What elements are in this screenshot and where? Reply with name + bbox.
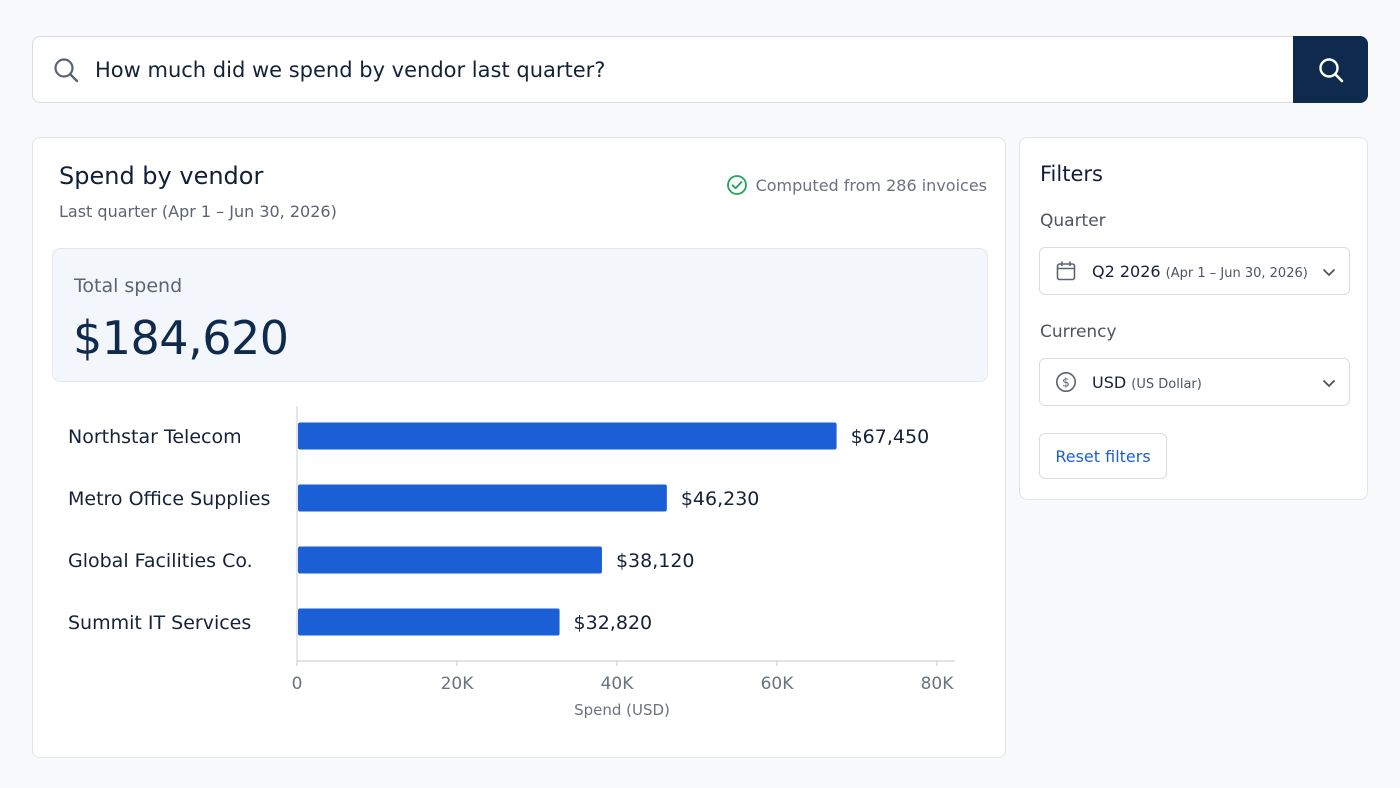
x-tick-label: 0 — [292, 674, 303, 694]
spend-chart: 0 20K 40K 60K 80K Spend (USD) Northstar Teleco… — [33, 396, 1005, 736]
filters-panel: Filters Quarter Q2 2026 (Apr 1 – Jun 30,… — [1019, 137, 1368, 500]
bar-value-label: $32,820 — [574, 612, 653, 634]
computed-note-text: Computed from 286 invoices — [755, 175, 987, 195]
bar — [298, 422, 837, 450]
report-subtitle: Last quarter (Apr 1 – Jun 30, 2026) — [59, 202, 337, 221]
report-title: Spend by vendor — [59, 162, 264, 190]
bar-category-label: Global Facilities Co. — [68, 550, 253, 572]
search-input[interactable] — [95, 37, 1285, 102]
bar-value-label: $46,230 — [681, 488, 760, 510]
search-icon — [53, 57, 79, 83]
x-tick-label: 80K — [921, 674, 955, 694]
bar-category-label: Summit IT Services — [68, 612, 251, 634]
dollar-circle-icon: $ — [1055, 371, 1077, 393]
x-axis-title: Spend (USD) — [574, 701, 670, 719]
bar — [298, 546, 602, 574]
currency-value-detail: (US Dollar) — [1131, 377, 1202, 392]
bar-value-label: $38,120 — [616, 550, 695, 572]
search-bar — [32, 36, 1368, 103]
svg-text:$: $ — [1062, 376, 1070, 390]
bar-category-label: Northstar Telecom — [68, 426, 242, 448]
bar — [298, 484, 667, 512]
reset-filters-button[interactable]: Reset filters — [1039, 433, 1167, 479]
chevron-down-icon — [1321, 264, 1337, 280]
x-tick-label: 40K — [601, 674, 635, 694]
bar-value-label: $67,450 — [851, 426, 930, 448]
bar-category-label: Metro Office Supplies — [68, 488, 270, 510]
check-circle-icon — [726, 175, 747, 195]
currency-value: USD (US Dollar) — [1092, 373, 1202, 392]
quarter-value-main: Q2 2026 — [1092, 262, 1161, 281]
bar — [298, 608, 560, 636]
total-spend-label: Total spend — [74, 275, 183, 297]
quarter-value-detail: (Apr 1 – Jun 30, 2026) — [1165, 266, 1308, 281]
computed-note: Computed from 286 invoices — [726, 174, 987, 196]
spend-bar-chart: 0 20K 40K 60K 80K Spend (USD) Northstar Teleco… — [68, 406, 955, 719]
x-tick-label: 20K — [441, 674, 475, 694]
search-button[interactable] — [1293, 36, 1368, 103]
currency-select[interactable]: $ USD (US Dollar) — [1039, 358, 1350, 406]
currency-label: Currency — [1040, 322, 1117, 342]
currency-value-main: USD — [1092, 373, 1127, 392]
chevron-down-icon — [1321, 375, 1337, 391]
quarter-value: Q2 2026 (Apr 1 – Jun 30, 2026) — [1092, 262, 1308, 281]
calendar-icon — [1055, 260, 1077, 282]
quarter-label: Quarter — [1040, 211, 1106, 231]
report-card: Spend by vendor Last quarter (Apr 1 – Ju… — [32, 137, 1006, 758]
total-spend-value: $184,620 — [73, 311, 289, 365]
total-spend-box: Total spend $184,620 — [52, 248, 988, 382]
filters-title: Filters — [1040, 162, 1103, 186]
x-tick-label: 60K — [761, 674, 795, 694]
search-icon — [1318, 57, 1343, 82]
quarter-select[interactable]: Q2 2026 (Apr 1 – Jun 30, 2026) — [1039, 247, 1350, 295]
